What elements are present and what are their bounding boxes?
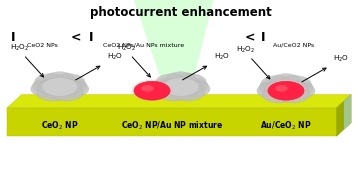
Text: H$_2$O$_2$: H$_2$O$_2$ bbox=[117, 43, 136, 53]
Circle shape bbox=[165, 72, 197, 88]
Circle shape bbox=[44, 72, 75, 88]
Circle shape bbox=[175, 74, 206, 90]
Circle shape bbox=[50, 79, 81, 95]
Circle shape bbox=[34, 74, 66, 90]
Circle shape bbox=[141, 85, 154, 92]
Text: CeO2 NPs: CeO2 NPs bbox=[27, 43, 58, 48]
Text: <: < bbox=[244, 31, 255, 44]
Circle shape bbox=[54, 74, 85, 90]
Text: CeO$_2$ NP: CeO$_2$ NP bbox=[41, 119, 79, 132]
Circle shape bbox=[44, 84, 75, 100]
Circle shape bbox=[154, 78, 185, 94]
Circle shape bbox=[156, 74, 187, 90]
Circle shape bbox=[55, 78, 87, 94]
Text: CeO2 NPs/Au NPs mixture: CeO2 NPs/Au NPs mixture bbox=[103, 43, 184, 48]
Circle shape bbox=[262, 87, 294, 103]
Text: I: I bbox=[89, 31, 93, 44]
Circle shape bbox=[57, 81, 89, 97]
Circle shape bbox=[259, 80, 290, 96]
Circle shape bbox=[270, 86, 302, 102]
Circle shape bbox=[270, 74, 302, 90]
Circle shape bbox=[37, 85, 68, 101]
Text: H$_2$O: H$_2$O bbox=[214, 52, 230, 62]
Circle shape bbox=[265, 80, 307, 102]
Polygon shape bbox=[344, 94, 351, 129]
Circle shape bbox=[152, 81, 184, 97]
Circle shape bbox=[257, 83, 289, 99]
Circle shape bbox=[171, 79, 202, 95]
Polygon shape bbox=[7, 94, 351, 108]
Circle shape bbox=[278, 87, 309, 103]
Circle shape bbox=[268, 80, 304, 98]
Circle shape bbox=[163, 78, 199, 96]
Text: H$_2$O$_2$: H$_2$O$_2$ bbox=[10, 43, 30, 53]
Circle shape bbox=[33, 78, 64, 94]
Text: H$_2$O$_2$: H$_2$O$_2$ bbox=[236, 45, 256, 55]
Circle shape bbox=[165, 84, 197, 100]
Circle shape bbox=[275, 85, 288, 92]
Circle shape bbox=[283, 83, 315, 99]
Polygon shape bbox=[7, 108, 337, 136]
Text: Au/CeO2 NPs: Au/CeO2 NPs bbox=[273, 43, 315, 48]
Circle shape bbox=[51, 85, 83, 101]
Text: H$_2$O: H$_2$O bbox=[333, 54, 349, 64]
Text: H$_2$O: H$_2$O bbox=[107, 52, 123, 62]
Text: Au/CeO$_2$ NP: Au/CeO$_2$ NP bbox=[260, 119, 312, 132]
Circle shape bbox=[131, 80, 173, 102]
Circle shape bbox=[276, 81, 307, 97]
Circle shape bbox=[158, 85, 189, 101]
Circle shape bbox=[261, 76, 292, 92]
Text: <: < bbox=[71, 31, 81, 44]
Text: CeO$_2$ NP/Au NP mixture: CeO$_2$ NP/Au NP mixture bbox=[121, 119, 223, 132]
Circle shape bbox=[42, 78, 77, 96]
Circle shape bbox=[38, 79, 70, 95]
Text: I: I bbox=[11, 31, 15, 44]
Circle shape bbox=[265, 81, 296, 97]
Circle shape bbox=[178, 81, 210, 97]
Polygon shape bbox=[134, 0, 214, 85]
Text: photocurrent enhancement: photocurrent enhancement bbox=[90, 6, 272, 19]
Circle shape bbox=[268, 81, 304, 100]
Circle shape bbox=[177, 78, 208, 94]
Circle shape bbox=[280, 76, 311, 92]
Circle shape bbox=[134, 81, 170, 100]
Polygon shape bbox=[337, 94, 351, 136]
Text: I: I bbox=[261, 31, 265, 44]
Circle shape bbox=[31, 81, 62, 97]
Circle shape bbox=[173, 85, 204, 101]
Circle shape bbox=[282, 80, 313, 96]
Circle shape bbox=[160, 79, 191, 95]
